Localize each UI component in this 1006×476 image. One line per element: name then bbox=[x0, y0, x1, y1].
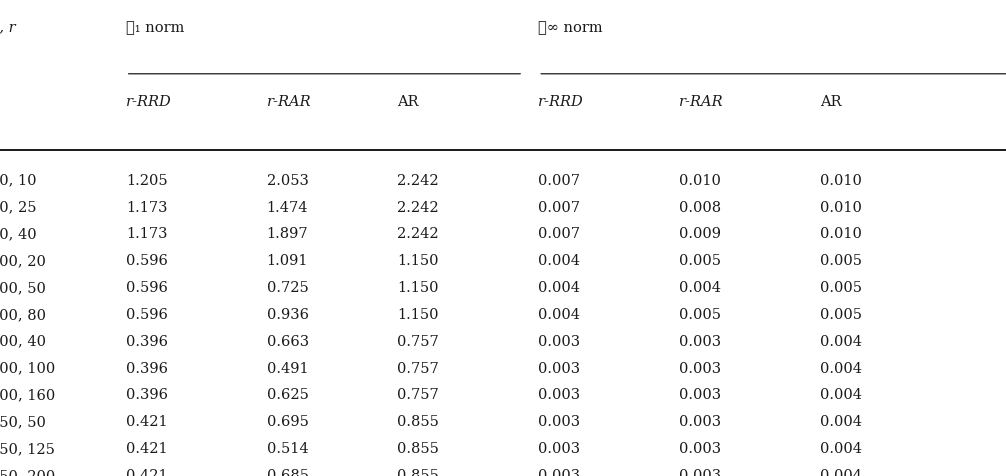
Text: 0.003: 0.003 bbox=[538, 469, 580, 476]
Text: 0.003: 0.003 bbox=[679, 362, 721, 376]
Text: 50, 40: 50, 40 bbox=[0, 228, 36, 241]
Text: 2.053: 2.053 bbox=[267, 174, 309, 188]
Text: 0.003: 0.003 bbox=[679, 442, 721, 456]
Text: 0.855: 0.855 bbox=[397, 415, 440, 429]
Text: 0.625: 0.625 bbox=[267, 388, 309, 402]
Text: 0.003: 0.003 bbox=[538, 388, 580, 402]
Text: 0.004: 0.004 bbox=[679, 281, 721, 295]
Text: 0.421: 0.421 bbox=[126, 442, 167, 456]
Text: 0.514: 0.514 bbox=[267, 442, 308, 456]
Text: 0.003: 0.003 bbox=[538, 362, 580, 376]
Text: 100, 80: 100, 80 bbox=[0, 308, 46, 322]
Text: 0.004: 0.004 bbox=[538, 308, 580, 322]
Text: 50, 10: 50, 10 bbox=[0, 174, 36, 188]
Text: 0.003: 0.003 bbox=[538, 335, 580, 349]
Text: 0.004: 0.004 bbox=[820, 442, 862, 456]
Text: 0.421: 0.421 bbox=[126, 469, 167, 476]
Text: 250, 125: 250, 125 bbox=[0, 442, 54, 456]
Text: 0.005: 0.005 bbox=[679, 308, 721, 322]
Text: r-RAR: r-RAR bbox=[267, 95, 311, 109]
Text: 0.757: 0.757 bbox=[397, 388, 440, 402]
Text: AR: AR bbox=[820, 95, 841, 109]
Text: AR: AR bbox=[397, 95, 418, 109]
Text: r-RRD: r-RRD bbox=[126, 95, 171, 109]
Text: 0.003: 0.003 bbox=[679, 335, 721, 349]
Text: 1.091: 1.091 bbox=[267, 254, 308, 268]
Text: 250, 50: 250, 50 bbox=[0, 415, 46, 429]
Text: 0.396: 0.396 bbox=[126, 362, 168, 376]
Text: 0.004: 0.004 bbox=[820, 335, 862, 349]
Text: 0.725: 0.725 bbox=[267, 281, 309, 295]
Text: ℓ∞ norm: ℓ∞ norm bbox=[538, 21, 603, 35]
Text: 0.004: 0.004 bbox=[820, 415, 862, 429]
Text: 0.010: 0.010 bbox=[820, 200, 862, 215]
Text: 0.010: 0.010 bbox=[820, 174, 862, 188]
Text: r-RRD: r-RRD bbox=[538, 95, 583, 109]
Text: 1.205: 1.205 bbox=[126, 174, 167, 188]
Text: 0.596: 0.596 bbox=[126, 254, 168, 268]
Text: 0.855: 0.855 bbox=[397, 442, 440, 456]
Text: 0.396: 0.396 bbox=[126, 388, 168, 402]
Text: 1.150: 1.150 bbox=[397, 254, 439, 268]
Text: 0.005: 0.005 bbox=[820, 308, 862, 322]
Text: 0.596: 0.596 bbox=[126, 281, 168, 295]
Text: 0.010: 0.010 bbox=[679, 174, 721, 188]
Text: 2.242: 2.242 bbox=[397, 174, 439, 188]
Text: 0.004: 0.004 bbox=[820, 469, 862, 476]
Text: 0.003: 0.003 bbox=[679, 415, 721, 429]
Text: 0.003: 0.003 bbox=[538, 415, 580, 429]
Text: 0.396: 0.396 bbox=[126, 335, 168, 349]
Text: 0.003: 0.003 bbox=[679, 469, 721, 476]
Text: 0.757: 0.757 bbox=[397, 362, 440, 376]
Text: 100, 20: 100, 20 bbox=[0, 254, 46, 268]
Text: 0.007: 0.007 bbox=[538, 200, 580, 215]
Text: 0.491: 0.491 bbox=[267, 362, 308, 376]
Text: 0.685: 0.685 bbox=[267, 469, 309, 476]
Text: 0.003: 0.003 bbox=[538, 442, 580, 456]
Text: 200, 40: 200, 40 bbox=[0, 335, 46, 349]
Text: 0.596: 0.596 bbox=[126, 308, 168, 322]
Text: 0.757: 0.757 bbox=[397, 335, 440, 349]
Text: 100, 50: 100, 50 bbox=[0, 281, 46, 295]
Text: 0.007: 0.007 bbox=[538, 174, 580, 188]
Text: 0.855: 0.855 bbox=[397, 469, 440, 476]
Text: 0.009: 0.009 bbox=[679, 228, 721, 241]
Text: 0.004: 0.004 bbox=[820, 388, 862, 402]
Text: p, r: p, r bbox=[0, 21, 15, 35]
Text: r-RAR: r-RAR bbox=[679, 95, 723, 109]
Text: 0.008: 0.008 bbox=[679, 200, 721, 215]
Text: 0.421: 0.421 bbox=[126, 415, 167, 429]
Text: 0.004: 0.004 bbox=[820, 362, 862, 376]
Text: 0.695: 0.695 bbox=[267, 415, 309, 429]
Text: 250, 200: 250, 200 bbox=[0, 469, 55, 476]
Text: 0.004: 0.004 bbox=[538, 254, 580, 268]
Text: 1.897: 1.897 bbox=[267, 228, 308, 241]
Text: 50, 25: 50, 25 bbox=[0, 200, 36, 215]
Text: 0.007: 0.007 bbox=[538, 228, 580, 241]
Text: 0.663: 0.663 bbox=[267, 335, 309, 349]
Text: 200, 160: 200, 160 bbox=[0, 388, 55, 402]
Text: 2.242: 2.242 bbox=[397, 200, 439, 215]
Text: 0.004: 0.004 bbox=[538, 281, 580, 295]
Text: 1.173: 1.173 bbox=[126, 200, 167, 215]
Text: 0.005: 0.005 bbox=[820, 281, 862, 295]
Text: 1.474: 1.474 bbox=[267, 200, 308, 215]
Text: 0.003: 0.003 bbox=[679, 388, 721, 402]
Text: 0.010: 0.010 bbox=[820, 228, 862, 241]
Text: 1.150: 1.150 bbox=[397, 281, 439, 295]
Text: 200, 100: 200, 100 bbox=[0, 362, 55, 376]
Text: 0.936: 0.936 bbox=[267, 308, 309, 322]
Text: 1.150: 1.150 bbox=[397, 308, 439, 322]
Text: 0.005: 0.005 bbox=[679, 254, 721, 268]
Text: 0.005: 0.005 bbox=[820, 254, 862, 268]
Text: 2.242: 2.242 bbox=[397, 228, 439, 241]
Text: 1.173: 1.173 bbox=[126, 228, 167, 241]
Text: ℓ₁ norm: ℓ₁ norm bbox=[126, 21, 184, 35]
